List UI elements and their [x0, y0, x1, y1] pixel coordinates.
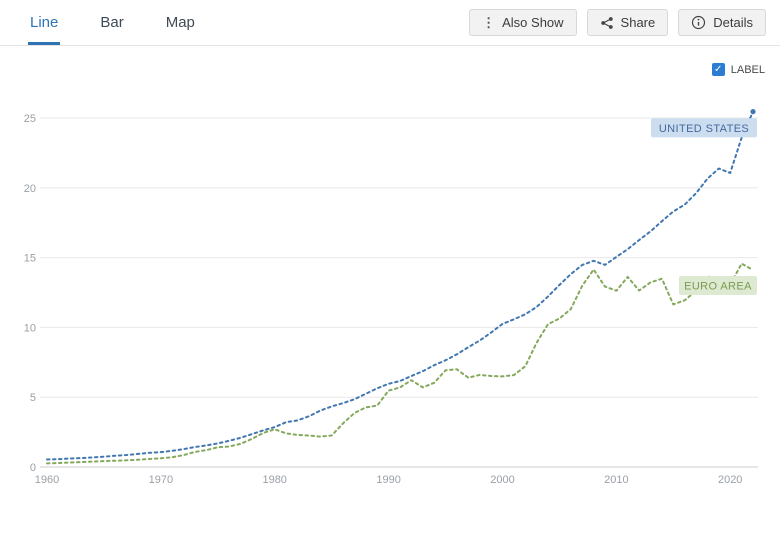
share-label: Share	[620, 15, 656, 30]
chart-toolbar: Line Bar Map ⋮ Also Show Share Detail	[0, 0, 780, 46]
united-states-line	[46, 110, 754, 461]
svg-text:1990: 1990	[376, 474, 400, 486]
also-show-button[interactable]: ⋮ Also Show	[469, 9, 577, 36]
svg-text:10: 10	[24, 322, 36, 334]
svg-text:15: 15	[24, 253, 36, 265]
svg-text:2020: 2020	[718, 474, 742, 486]
x-axis-labels: 1960 1970 1980 1990 2000 2010 2020	[35, 474, 743, 486]
info-icon	[692, 15, 706, 30]
kebab-menu-icon: ⋮	[482, 15, 496, 30]
united-states-label-text: UNITED STATES	[659, 123, 749, 135]
euro-area-line	[46, 262, 754, 465]
euro-area-series: EURO AREA	[46, 262, 757, 465]
y-axis-labels: 0 5 10 15 20 25	[24, 113, 36, 474]
line-chart: 0 5 10 15 20 25 1960 1970 1980 1990 2000 2010 2020 UN…	[24, 109, 758, 486]
details-label: Details	[713, 15, 753, 30]
label-checkbox-text: LABEL	[730, 63, 765, 76]
tab-map[interactable]: Map	[165, 14, 195, 31]
svg-text:20: 20	[24, 183, 36, 195]
svg-text:2010: 2010	[604, 474, 628, 486]
tab-line[interactable]: Line	[28, 0, 61, 45]
united-states-label-box	[651, 118, 757, 138]
share-icon	[600, 16, 613, 29]
tab-bar[interactable]: Bar	[100, 14, 124, 31]
euro-area-label-box	[679, 276, 757, 295]
svg-text:25: 25	[24, 113, 36, 125]
svg-text:2000: 2000	[490, 474, 514, 486]
svg-text:5: 5	[30, 392, 36, 404]
toolbar-actions: ⋮ Also Show Share Details	[469, 9, 766, 36]
chart-panel: ✓ LABEL 0 5 10 15 20 25 1960 1970 1980 1990 2000 20…	[0, 46, 780, 548]
gridlines	[40, 117, 758, 468]
united-states-series: UNITED STATES	[46, 109, 757, 461]
svg-text:1960: 1960	[35, 474, 59, 486]
svg-text:0: 0	[30, 462, 36, 474]
details-button[interactable]: Details	[678, 9, 766, 36]
svg-text:1970: 1970	[149, 474, 173, 486]
svg-text:1980: 1980	[262, 474, 286, 486]
united-states-end-point	[750, 109, 756, 115]
also-show-label: Also Show	[502, 15, 564, 30]
label-toggle[interactable]: ✓ LABEL	[711, 63, 765, 76]
view-tabs: Line Bar Map	[28, 0, 235, 45]
checkbox-checked-icon[interactable]: ✓	[711, 63, 725, 76]
euro-area-label-text: EURO AREA	[684, 281, 752, 293]
share-button[interactable]: Share	[586, 9, 669, 36]
